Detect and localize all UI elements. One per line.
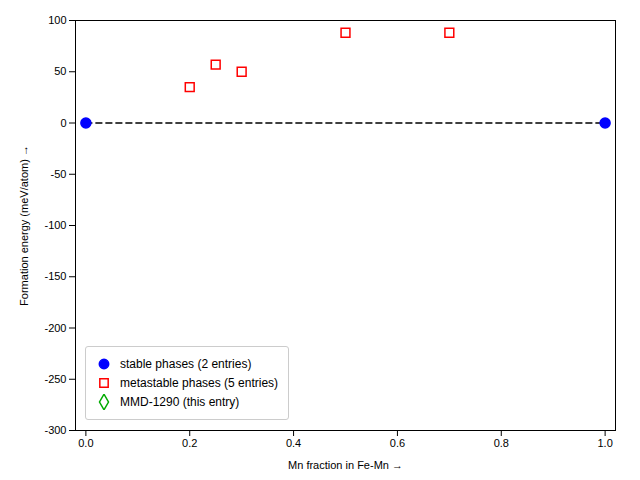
svg-text:-300: -300 xyxy=(44,424,66,436)
html-text:metastable phases (5 entries): metastable phases (5 entries) xyxy=(120,376,279,390)
svg-text:-150: -150 xyxy=(44,270,66,282)
svg-text:0.2: 0.2 xyxy=(182,437,197,449)
svg-text:50: 50 xyxy=(54,65,66,77)
svg-text:1.0: 1.0 xyxy=(597,437,612,449)
svg-text:0.6: 0.6 xyxy=(390,437,405,449)
svg-text:0.0: 0.0 xyxy=(78,437,93,449)
html-text:stable phases (2 entries): stable phases (2 entries) xyxy=(120,357,252,371)
html-text:MMD-1290 (this entry): MMD-1290 (this entry) xyxy=(120,395,240,409)
svg-text:-200: -200 xyxy=(44,322,66,334)
svg-text:-50: -50 xyxy=(51,168,67,180)
svg-text:0.4: 0.4 xyxy=(286,437,301,449)
svg-text:0.8: 0.8 xyxy=(494,437,509,449)
svg-text:-100: -100 xyxy=(44,219,66,231)
svg-text:-250: -250 xyxy=(44,373,66,385)
svg-text:Formation energy (meV/atom) →: Formation energy (meV/atom) → xyxy=(18,145,30,306)
svg-text:0: 0 xyxy=(60,117,66,129)
svg-text:100: 100 xyxy=(48,14,66,26)
svg-text:Mn fraction in Fe-Mn →: Mn fraction in Fe-Mn → xyxy=(288,459,403,471)
